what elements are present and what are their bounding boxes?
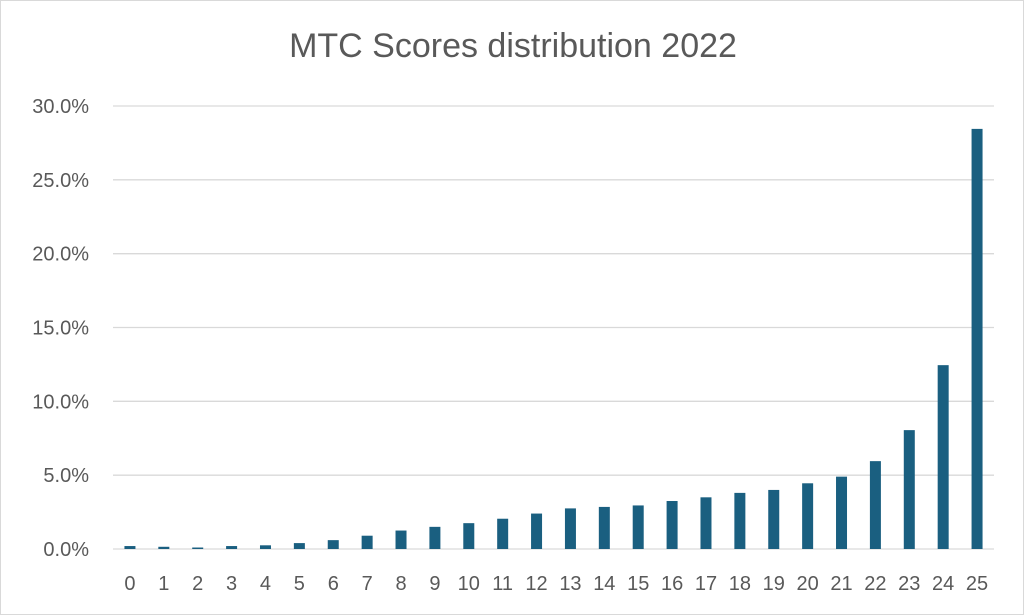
bar-11: [497, 518, 509, 549]
bar-13: [564, 508, 576, 549]
bar-1: [158, 546, 170, 549]
x-tick-label: 3: [226, 573, 237, 595]
bar-15: [632, 505, 644, 549]
x-tick-label: 19: [763, 573, 785, 595]
bar-18: [734, 492, 746, 549]
x-tick-label: 7: [362, 573, 373, 595]
bar-12: [531, 513, 543, 549]
x-tick-label: 10: [458, 573, 480, 595]
x-tick-label: 24: [932, 573, 954, 595]
x-tick-label: 6: [328, 573, 339, 595]
x-tick-label: 12: [525, 573, 547, 595]
x-tick-label: 8: [395, 573, 406, 595]
x-tick-label: 0: [124, 573, 135, 595]
y-tick-label: 30.0%: [32, 96, 89, 118]
x-tick-label: 15: [627, 573, 649, 595]
x-tick-label: 1: [158, 573, 169, 595]
x-tick-label: 18: [729, 573, 751, 595]
bar-17: [700, 497, 712, 549]
x-tick-label: 22: [864, 573, 886, 595]
bar-8: [395, 530, 407, 549]
x-tick-label: 2: [192, 573, 203, 595]
x-tick-label: 11: [492, 573, 513, 595]
x-axis-tick-labels: 0 1 2 3 4 5 6 7 8 9 10 11 12 13 14 15 16 17 18 19 20 21 22 23 24…: [124, 573, 988, 595]
bar-24: [937, 365, 949, 549]
bar-6: [327, 540, 339, 549]
bar-20: [802, 483, 814, 549]
y-tick-label: 0.0%: [43, 539, 89, 561]
y-tick-label: 25.0%: [32, 170, 89, 192]
bar-10: [463, 523, 475, 549]
x-tick-label: 9: [429, 573, 440, 595]
x-tick-label: 17: [695, 573, 717, 595]
bar-23: [903, 430, 915, 549]
bar-14: [598, 506, 610, 549]
chart-title: MTC Scores distribution 2022: [289, 27, 737, 65]
bars: [124, 128, 983, 549]
x-tick-label: 13: [559, 573, 581, 595]
x-tick-label: 5: [294, 573, 305, 595]
x-tick-label: 14: [593, 573, 615, 595]
gridlines: [113, 105, 994, 550]
bar-5: [293, 543, 305, 549]
x-tick-label: 16: [661, 573, 683, 595]
bar-22: [869, 461, 881, 549]
bar-3: [226, 546, 238, 549]
y-tick-label: 5.0%: [43, 465, 89, 487]
x-tick-label: 4: [260, 573, 271, 595]
bar-4: [259, 545, 271, 549]
bar-19: [768, 489, 780, 549]
x-tick-label: 23: [898, 573, 920, 595]
bar-21: [836, 476, 848, 549]
y-tick-label: 20.0%: [32, 244, 89, 266]
bar-7: [361, 535, 373, 549]
x-tick-label: 25: [966, 573, 988, 595]
bar-0: [124, 546, 136, 549]
y-tick-label: 10.0%: [32, 391, 89, 413]
x-tick-label: 21: [830, 573, 852, 595]
x-tick-label: 20: [797, 573, 819, 595]
bar-25: [971, 128, 983, 549]
bar-9: [429, 526, 441, 549]
y-axis-tick-labels: 0.0% 5.0% 10.0% 15.0% 20.0% 25.0% 30.0%: [32, 96, 89, 561]
y-tick-label: 15.0%: [32, 318, 89, 340]
bar-16: [666, 501, 678, 549]
bar-2: [192, 547, 204, 549]
